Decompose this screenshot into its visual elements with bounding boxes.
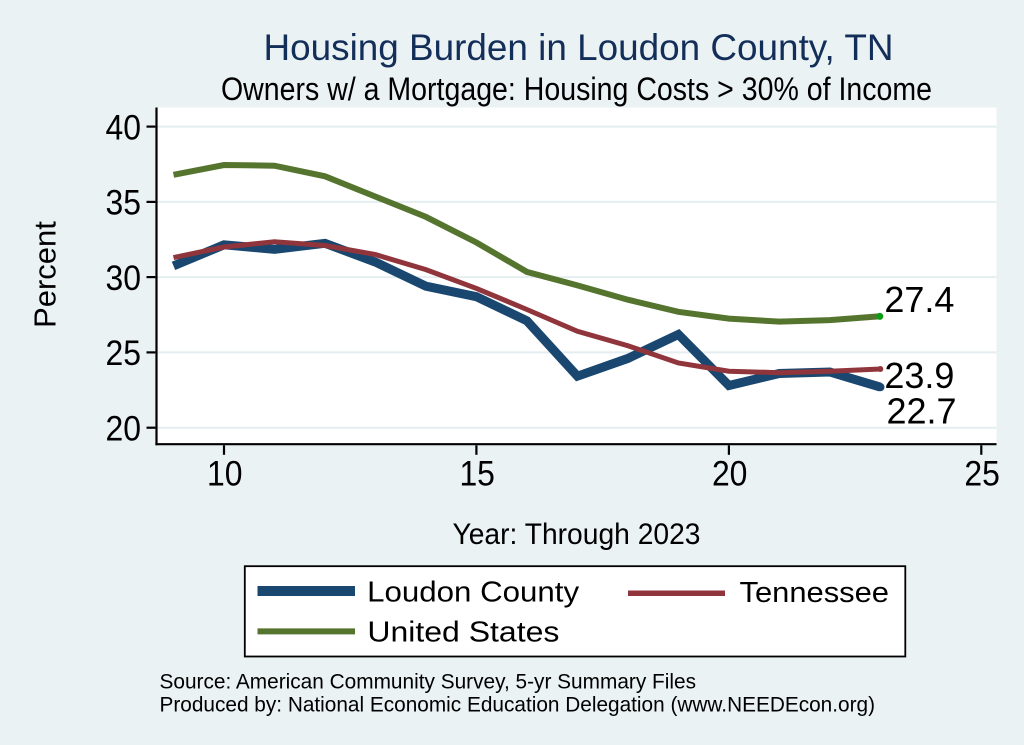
svg-text:25: 25 — [964, 455, 1000, 494]
svg-text:United States: United States — [367, 617, 559, 649]
svg-text:Loudon County: Loudon County — [367, 576, 580, 608]
svg-text:40: 40 — [106, 108, 142, 147]
svg-text:Owners w/ a Mortgage: Housing: Owners w/ a Mortgage: Housing Costs > 30… — [221, 71, 932, 107]
svg-text:20: 20 — [106, 410, 142, 449]
svg-text:Source: American Community Sur: Source: American Community Survey, 5-yr … — [160, 671, 697, 694]
svg-text:Housing Burden in Loudon Count: Housing Burden in Loudon County, TN — [264, 27, 894, 68]
svg-text:20: 20 — [712, 455, 748, 494]
svg-text:30: 30 — [106, 259, 142, 298]
svg-text:25: 25 — [106, 334, 142, 373]
svg-text:22.7: 22.7 — [887, 391, 957, 432]
svg-text:Percent: Percent — [27, 221, 62, 328]
svg-text:23.9: 23.9 — [884, 355, 954, 396]
svg-text:Year: Through 2023: Year: Through 2023 — [453, 518, 701, 551]
svg-text:15: 15 — [459, 455, 495, 494]
svg-text:35: 35 — [106, 184, 142, 223]
svg-text:Produced by: National Economic: Produced by: National Economic Education… — [160, 694, 876, 717]
svg-text:10: 10 — [207, 455, 243, 494]
svg-text:27.4: 27.4 — [884, 279, 954, 320]
svg-text:Tennessee: Tennessee — [740, 577, 890, 609]
